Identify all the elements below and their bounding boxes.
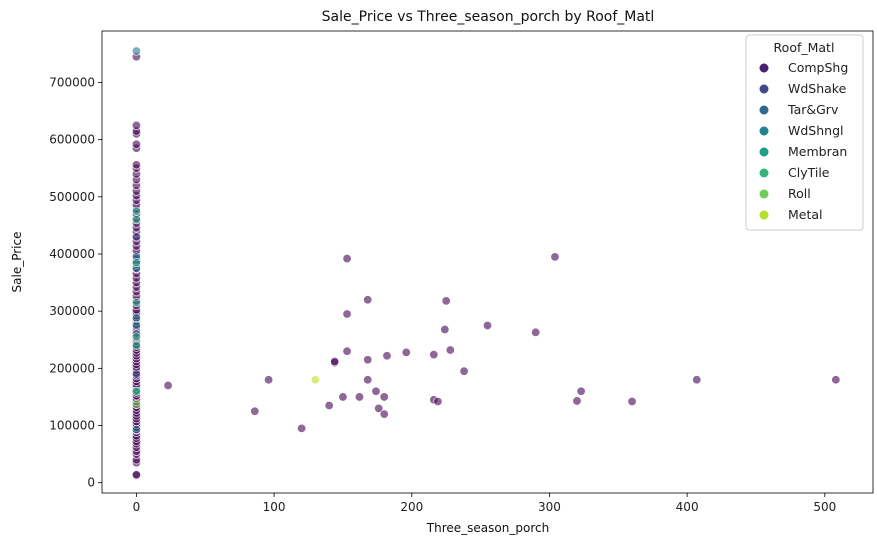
data-point-compshg [572, 396, 582, 406]
legend-marker-metal [759, 210, 769, 220]
legend-label-roll: Roll [788, 186, 811, 201]
legend: Roof_Matl CompShg WdShake Tar&Grv WdShngl Me… [745, 34, 864, 231]
legend-label-compshg: CompShg [788, 60, 848, 75]
data-point-compshg [250, 406, 260, 416]
legend-marker-clytile [759, 168, 769, 178]
y-axis-label: Sale_Price [10, 232, 24, 293]
data-point-compshg [382, 351, 392, 361]
data-point-wdshngl [131, 258, 141, 268]
legend-marker-compshg [759, 63, 769, 73]
legend-items: CompShg WdShake Tar&Grv WdShngl Membran ClyTi… [759, 60, 848, 222]
x-tick-label: 400 [676, 500, 699, 514]
data-point-compshg [440, 324, 450, 334]
data-point-tar-grv [131, 425, 141, 435]
x-tick-label: 200 [400, 500, 423, 514]
y-tick-label: 100000 [49, 419, 95, 433]
data-point-compshg [429, 350, 439, 360]
data-point-compshg [627, 397, 637, 407]
legend-marker-wdshake [759, 84, 769, 94]
data-point-tar-grv [131, 46, 141, 56]
legend-marker-tar-grv [759, 105, 769, 115]
y-tick-label: 600000 [49, 133, 95, 147]
data-point-compshg [371, 386, 381, 396]
x-tick-label: 0 [133, 500, 141, 514]
data-point-roll [131, 399, 141, 409]
data-point-compshg [379, 392, 389, 402]
data-point-compshg [354, 392, 364, 402]
data-point-compshg [131, 160, 141, 170]
data-point-tar-grv [131, 320, 141, 330]
data-point-compshg [692, 375, 702, 385]
data-point-wdshake [131, 369, 141, 379]
data-point-wdshngl [131, 332, 141, 342]
data-point-compshg [131, 139, 141, 149]
data-point-compshg [363, 355, 373, 365]
x-tick-label: 300 [538, 500, 561, 514]
data-point-wdshngl [131, 298, 141, 308]
data-point-compshg [297, 423, 307, 433]
data-point-compshg [330, 356, 340, 366]
legend-label-wdshngl: WdShngl [788, 123, 843, 138]
data-point-compshg [401, 347, 411, 357]
legend-label-clytile: ClyTile [788, 165, 830, 180]
legend-label-metal: Metal [788, 207, 823, 222]
data-point-compshg [264, 375, 274, 385]
data-point-compshg [324, 401, 334, 411]
data-point-compshg [342, 254, 352, 264]
y-axis: 0 100000 200000 300000 400000 500000 600000 700… [49, 75, 102, 490]
data-points [131, 46, 841, 480]
data-point-compshg [374, 403, 384, 413]
legend-label-wdshake: WdShake [788, 81, 847, 96]
x-tick-label: 500 [813, 500, 836, 514]
y-tick-label: 500000 [49, 190, 95, 204]
data-point-wdshake [131, 232, 141, 242]
chart-title: Sale_Price vs Three_season_porch by Roof… [322, 9, 655, 25]
data-point-compshg [131, 470, 141, 480]
legend-marker-roll [759, 189, 769, 199]
x-axis: 0 100 200 300 400 500 [133, 493, 836, 514]
data-point-compshg [441, 296, 451, 306]
plot-area-frame [101, 30, 874, 494]
data-point-compshg [338, 392, 348, 402]
legend-marker-wdshngl [759, 126, 769, 136]
data-point-compshg [550, 252, 560, 262]
data-point-metal [310, 375, 320, 385]
data-point-compshg [131, 120, 141, 130]
data-point-compshg [531, 327, 541, 337]
legend-title: Roof_Matl [774, 40, 835, 55]
x-tick-label: 100 [263, 500, 286, 514]
data-point-compshg [163, 381, 173, 391]
data-point-wdshngl [131, 206, 141, 216]
data-point-compshg [342, 309, 352, 319]
y-tick-label: 700000 [49, 75, 95, 89]
y-tick-label: 0 [87, 476, 95, 490]
legend-box [745, 34, 864, 231]
data-point-compshg [363, 375, 373, 385]
y-tick-label: 200000 [49, 361, 95, 375]
data-point-wdshngl [131, 215, 141, 225]
data-point-compshg [482, 320, 492, 330]
data-point-compshg [342, 346, 352, 356]
legend-label-tar-grv: Tar&Grv [787, 102, 839, 117]
data-point-compshg [831, 375, 841, 385]
data-point-compshg [459, 366, 469, 376]
data-point-compshg [576, 386, 586, 396]
data-point-compshg [445, 345, 455, 355]
y-tick-label: 300000 [49, 304, 95, 318]
data-point-compshg [379, 409, 389, 419]
y-tick-label: 400000 [49, 247, 95, 261]
data-point-compshg [433, 397, 443, 407]
data-point-compshg [363, 295, 373, 305]
legend-label-membran: Membran [788, 144, 847, 159]
data-point-membran [131, 340, 141, 350]
legend-marker-membran [759, 147, 769, 157]
data-point-clytile [131, 386, 141, 396]
x-axis-label: Three_season_porch [426, 521, 549, 535]
